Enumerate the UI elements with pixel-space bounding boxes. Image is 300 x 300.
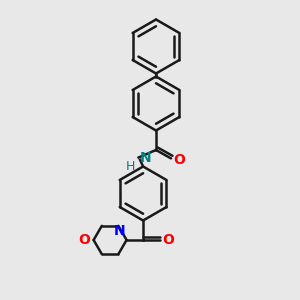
Text: O: O [162, 233, 174, 247]
Text: N: N [114, 224, 126, 238]
Text: N: N [140, 152, 151, 165]
Text: O: O [173, 153, 185, 167]
Text: H: H [126, 160, 135, 173]
Text: O: O [78, 233, 90, 247]
